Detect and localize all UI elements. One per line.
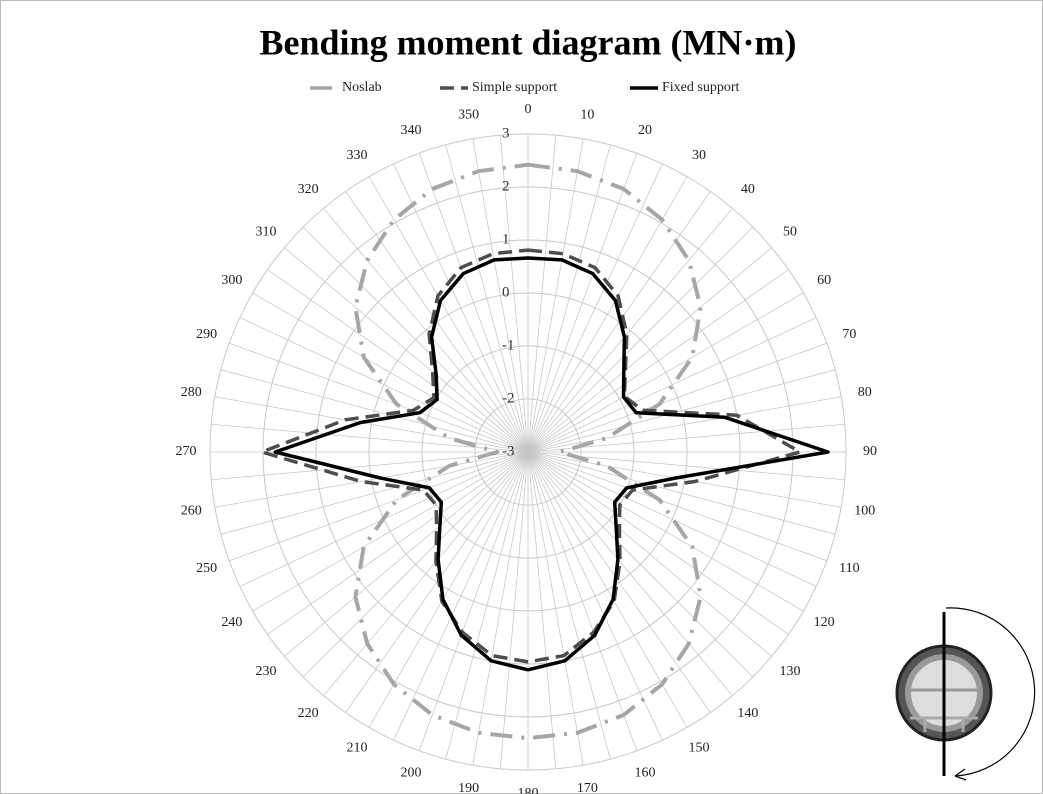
angle-label: 290 xyxy=(196,327,217,342)
angle-label: 30 xyxy=(692,148,706,163)
angle-label: 280 xyxy=(181,385,202,400)
r-tick-label: 2 xyxy=(502,178,510,194)
legend-label: Fixed support xyxy=(662,80,740,95)
angle-label: 90 xyxy=(863,444,877,459)
legend-label: Simple support xyxy=(472,80,557,95)
chart: Bending moment diagram (MN·m) 0102030405… xyxy=(0,0,1043,794)
angle-label: 100 xyxy=(854,504,875,519)
r-tick-label: 1 xyxy=(502,231,510,247)
angle-label: 80 xyxy=(858,385,872,400)
r-tick-label: 3 xyxy=(502,125,510,141)
chart-title: Bending moment diagram (MN·m) xyxy=(260,22,797,62)
angle-label: 350 xyxy=(458,107,479,122)
angle-label: 150 xyxy=(689,740,710,755)
angle-label: 230 xyxy=(256,664,277,679)
angle-label: 170 xyxy=(577,781,598,794)
grid-circle xyxy=(528,452,529,453)
angle-label: 140 xyxy=(737,706,758,721)
angle-label: 10 xyxy=(580,107,594,122)
angle-label: 160 xyxy=(634,766,655,781)
angle-label: 70 xyxy=(842,327,856,342)
legend-label: Noslab xyxy=(342,80,382,95)
angle-label: 320 xyxy=(298,182,319,197)
angle-label: 330 xyxy=(347,148,368,163)
angle-label: 0 xyxy=(525,102,532,117)
r-tick-label: 0 xyxy=(502,284,510,300)
angle-label: 200 xyxy=(401,766,422,781)
angle-label: 120 xyxy=(814,615,835,630)
angle-label: 300 xyxy=(221,273,242,288)
angle-label: 40 xyxy=(741,182,755,197)
r-tick-label: -2 xyxy=(502,390,515,406)
angle-label: 240 xyxy=(221,615,242,630)
angle-label: 260 xyxy=(181,504,202,519)
angle-label: 180 xyxy=(518,786,539,794)
angle-label: 340 xyxy=(401,123,422,138)
page: {"chart_data": {"type": "radar", "title"… xyxy=(0,0,1043,794)
angle-label: 110 xyxy=(839,561,859,576)
angle-label: 310 xyxy=(256,224,277,239)
r-tick-label: -1 xyxy=(502,337,515,353)
angle-label: 250 xyxy=(196,561,217,576)
r-tick-label: -3 xyxy=(502,443,515,459)
angle-label: 130 xyxy=(779,664,800,679)
angle-label: 210 xyxy=(347,740,368,755)
angle-label: 50 xyxy=(783,224,797,239)
angle-label: 20 xyxy=(638,123,652,138)
angle-label: 190 xyxy=(458,781,479,794)
angle-label: 60 xyxy=(817,273,831,288)
angle-label: 220 xyxy=(298,706,319,721)
frame xyxy=(1,1,1043,794)
angle-label: 270 xyxy=(176,444,197,459)
